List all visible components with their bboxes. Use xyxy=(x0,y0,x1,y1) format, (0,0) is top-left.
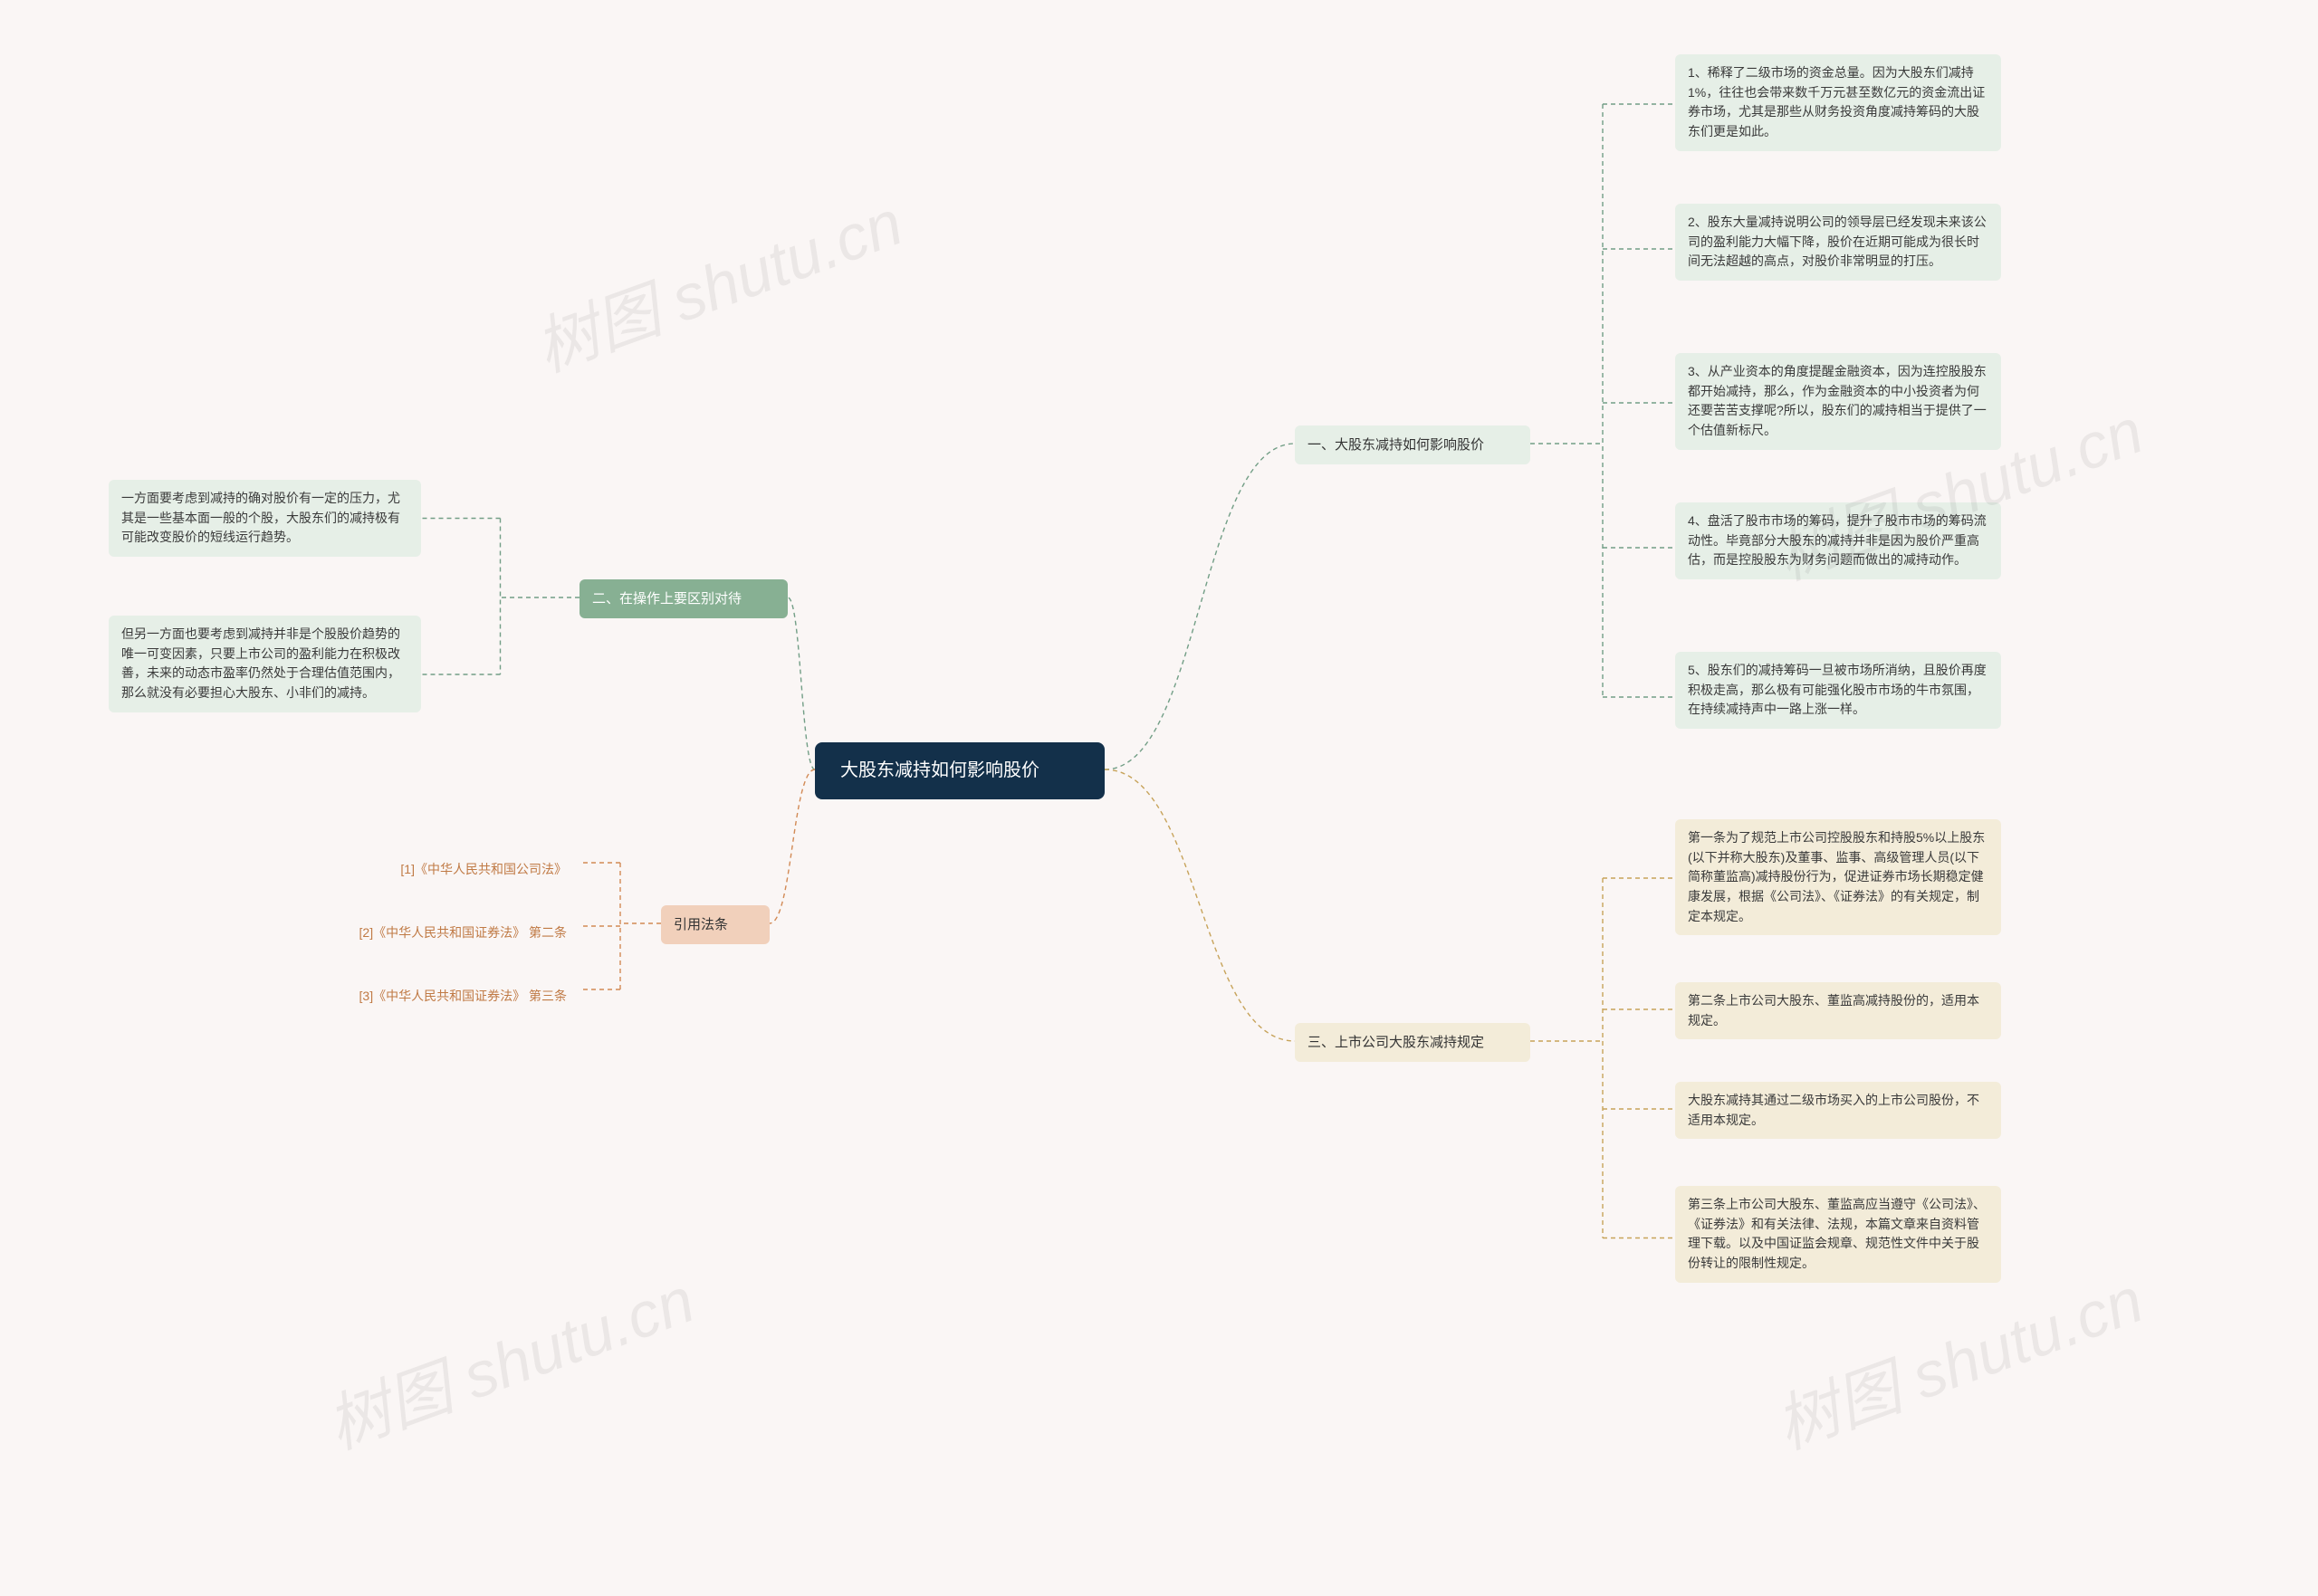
leaf-node[interactable]: 第一条为了规范上市公司控股股东和持股5%以上股东(以下并称大股东)及董事、监事、… xyxy=(1675,819,2001,935)
leaf-node[interactable]: 第二条上市公司大股东、董监高减持股份的，适用本规定。 xyxy=(1675,982,2001,1039)
branch-node-b2[interactable]: 二、在操作上要区别对待 xyxy=(580,579,788,618)
center-node[interactable]: 大股东减持如何影响股价 xyxy=(815,742,1105,799)
leaf-node[interactable]: 第三条上市公司大股东、董监高应当遵守《公司法》、《证券法》和有关法律、法规，本篇… xyxy=(1675,1186,2001,1283)
leaf-node[interactable]: 但另一方面也要考虑到减持并非是个股股价趋势的唯一可变因素，只要上市公司的盈利能力… xyxy=(109,616,421,712)
leaf-node[interactable]: 4、盘活了股市市场的筹码，提升了股市市场的筹码流动性。毕竟部分大股东的减持并非是… xyxy=(1675,502,2001,579)
leaf-node[interactable]: 5、股东们的减持筹码一旦被市场所消纳，且股价再度积极走高，那么极有可能强化股市市… xyxy=(1675,652,2001,729)
branch-node-b3[interactable]: 三、上市公司大股东减持规定 xyxy=(1295,1023,1530,1062)
leaf-node[interactable]: 一方面要考虑到减持的确对股价有一定的压力，尤其是一些基本面一般的个股，大股东们的… xyxy=(109,480,421,557)
branch-node-b1[interactable]: 一、大股东减持如何影响股价 xyxy=(1295,425,1530,464)
leaf-node[interactable]: [3]《中华人民共和国证券法》 第三条 xyxy=(290,978,580,1016)
leaf-node[interactable]: 大股东减持其通过二级市场买入的上市公司股份，不适用本规定。 xyxy=(1675,1082,2001,1139)
watermark: 树图 shutu.cn xyxy=(522,173,914,390)
mindmap-canvas: 大股东减持如何影响股价 一、大股东减持如何影响股价 1、稀释了二级市场的资金总量。… xyxy=(0,0,2318,1596)
branch-node-b4[interactable]: 引用法条 xyxy=(661,905,770,944)
leaf-node[interactable]: 3、从产业资本的角度提醒金融资本，因为连控股股东都开始减持，那么，作为金融资本的… xyxy=(1675,353,2001,450)
leaf-node[interactable]: 2、股东大量减持说明公司的领导层已经发现未来该公司的盈利能力大幅下降，股价在近期… xyxy=(1675,204,2001,281)
leaf-node[interactable]: [2]《中华人民共和国证券法》 第二条 xyxy=(290,914,580,952)
leaf-node[interactable]: 1、稀释了二级市场的资金总量。因为大股东们减持1%，往往也会带来数千万元甚至数亿… xyxy=(1675,54,2001,151)
leaf-node[interactable]: [1]《中华人民共和国公司法》 xyxy=(344,851,580,889)
watermark: 树图 shutu.cn xyxy=(313,1250,705,1467)
